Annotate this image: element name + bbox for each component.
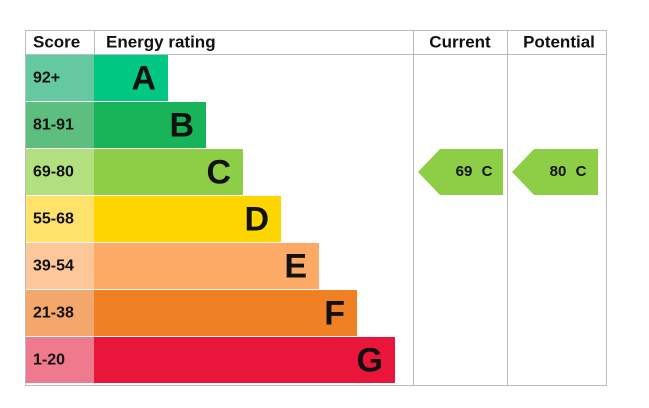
- rating-bar: [94, 102, 206, 148]
- band-letter: G: [357, 341, 383, 379]
- header-score: Score: [33, 32, 80, 51]
- score-range: 21-38: [33, 305, 74, 322]
- potential-arrow: [512, 149, 598, 195]
- band-letter: C: [206, 153, 231, 191]
- header-rating: Energy rating: [106, 32, 216, 51]
- score-range: 69-80: [33, 164, 74, 181]
- potential-band: C: [576, 163, 587, 180]
- band-letter: A: [131, 59, 156, 97]
- header-current: Current: [429, 32, 491, 51]
- rating-bar: [94, 149, 243, 195]
- table-border: [25, 30, 607, 386]
- current-band: C: [482, 163, 493, 180]
- score-cell: [26, 337, 94, 383]
- band-letter: E: [284, 247, 307, 285]
- score-range: 1-20: [33, 352, 65, 369]
- score-range: 55-68: [33, 211, 74, 228]
- band-letter: B: [169, 106, 194, 144]
- rating-bar: [94, 290, 357, 336]
- rating-bar: [94, 337, 395, 383]
- rating-bar: [94, 243, 319, 289]
- potential-score: 80: [550, 163, 567, 180]
- score-cell: [26, 196, 94, 242]
- current-score: 69: [456, 163, 473, 180]
- rating-bar: [94, 196, 281, 242]
- current-arrow: [418, 149, 503, 195]
- score-cell: [26, 55, 94, 101]
- band-letter: F: [324, 294, 345, 332]
- score-cell: [26, 149, 94, 195]
- score-cell: [26, 243, 94, 289]
- band-letter: D: [244, 200, 269, 238]
- rating-bar: [94, 55, 168, 101]
- score-range: 81-91: [33, 117, 74, 134]
- score-range: 39-54: [33, 258, 74, 275]
- score-range: 92+: [33, 70, 60, 87]
- score-cell: [26, 102, 94, 148]
- score-cell: [26, 290, 94, 336]
- header-potential: Potential: [523, 32, 595, 51]
